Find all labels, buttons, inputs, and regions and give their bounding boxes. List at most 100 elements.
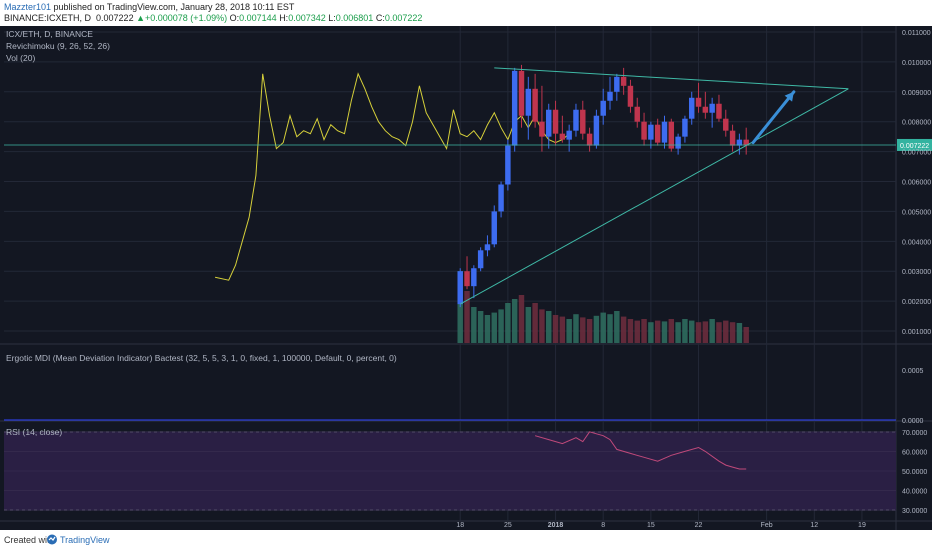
price-tick-label: 0.005000 [902, 209, 931, 216]
rsi-tick-label: 60.0000 [902, 449, 927, 456]
volume-bar [614, 311, 620, 343]
rsi-tick-label: 30.0000 [902, 508, 927, 515]
volume-bar [484, 315, 491, 343]
volume-bar [641, 319, 647, 343]
candle-body [607, 91, 613, 101]
volume-bar [559, 316, 566, 343]
published-text: published on TradingView.com, January 28… [51, 2, 295, 12]
volume-bar [729, 322, 736, 343]
price-tick-label: 0.004000 [902, 239, 931, 246]
candle-body [586, 133, 593, 146]
legend-rsi: RSI (14, close) [6, 427, 63, 437]
tradingview-brand-link[interactable]: TradingView [60, 535, 110, 545]
candle-body [491, 211, 497, 245]
chart-svg[interactable]: 0.007222 0.011000 0.010000 0.009000 0.00800… [0, 26, 932, 530]
candle-body [566, 130, 572, 140]
candlesticks[interactable] [457, 64, 749, 308]
price-tick-label: 0.007000 [902, 150, 931, 157]
volume-bar [723, 320, 729, 343]
tradingview-logo-icon [46, 534, 58, 547]
volume-bar [668, 319, 675, 343]
volume-bar [593, 315, 600, 343]
high-label: H: [279, 13, 289, 23]
candle-body [648, 124, 654, 140]
chart-area[interactable]: 0.007222 0.011000 0.010000 0.009000 0.00800… [0, 26, 932, 530]
time-tick-label: Feb [761, 522, 773, 529]
volume-bar [689, 320, 695, 343]
candle-body [573, 109, 579, 131]
volume-bar [600, 312, 606, 343]
candle-body [559, 133, 566, 140]
volume-bar [661, 321, 668, 343]
candle-body [641, 121, 647, 140]
volume-bar [743, 327, 749, 343]
candle-body [546, 109, 552, 137]
volume-bar [539, 309, 545, 343]
candle-body [709, 103, 715, 113]
candle-body [695, 97, 702, 107]
rsi-line [534, 431, 747, 470]
close-value: 0.007222 [384, 13, 423, 23]
volume-bar [491, 312, 497, 343]
mdi-tick-label: 0.0000 [902, 418, 924, 425]
volume-bar [464, 291, 470, 343]
low-label: L: [328, 13, 336, 23]
ohlc-line: BINANCE:ICXETH, D 0.007222 ▲+0.000078 (+… [4, 13, 422, 23]
price-tick-label: 0.003000 [902, 269, 931, 276]
high-value: 0.007342 [288, 13, 326, 23]
candle-body [580, 109, 586, 134]
volume-bar [736, 323, 743, 343]
candle-body [484, 244, 491, 251]
forecast-arrow-head [784, 91, 794, 102]
volume-bar [709, 319, 715, 343]
volume-bar [566, 319, 572, 343]
change-up-icon: ▲ [136, 13, 146, 23]
open-label: O: [229, 13, 240, 23]
candle-body [661, 121, 668, 143]
volume-bar [573, 314, 579, 343]
price-tick-label: 0.006000 [902, 180, 931, 187]
legend-pair: ICX/ETH, D, BINANCE [6, 29, 93, 39]
change-value: +0.000078 (+1.09%) [145, 13, 228, 23]
volume-bar [505, 303, 511, 343]
candle-body [654, 124, 661, 143]
candle-body [614, 76, 620, 92]
candle-body [593, 115, 600, 146]
time-tick-label: 19 [858, 522, 866, 529]
candle-body [477, 250, 484, 269]
footer: Created with TradingView [0, 530, 932, 550]
candle-body [600, 100, 606, 116]
current-price-label: 0.007222 [900, 143, 929, 150]
volume-bar [627, 319, 634, 343]
volume-bar [525, 307, 532, 343]
volume-bar [702, 321, 709, 343]
author-link[interactable]: Mazzter101 [4, 2, 52, 12]
volume-bar [654, 320, 661, 343]
candle-body [729, 130, 736, 146]
low-value: 0.006801 [335, 13, 374, 23]
legend-ichimoku: Revichimoku (9, 26, 52, 26) [6, 41, 110, 51]
candle-body [634, 106, 640, 122]
current-price-badge [897, 138, 932, 151]
trend-overlays: 0.007222 [4, 67, 932, 305]
candle-body [464, 271, 470, 287]
candle-body [743, 139, 749, 146]
time-tick-label: 22 [695, 522, 703, 529]
created-with-text: Created with [4, 535, 55, 545]
candle-body [627, 85, 634, 107]
candle-body [736, 139, 743, 146]
candle-body [518, 70, 525, 116]
volume-bar [477, 311, 484, 343]
forecast-arrow [751, 90, 796, 145]
volume-bar [634, 320, 640, 343]
candle-body [498, 184, 504, 212]
candle-body [723, 118, 729, 131]
legend-volume: Vol (20) [6, 53, 36, 63]
symbol-label: BINANCE:ICXETH, D [4, 13, 92, 23]
rsi-band [4, 431, 896, 511]
candle-body [552, 109, 559, 134]
last-price: 0.007222 [96, 13, 134, 23]
candle-body [702, 106, 709, 113]
candle-body [471, 268, 477, 287]
rsi-tick-label: 50.0000 [902, 469, 927, 476]
